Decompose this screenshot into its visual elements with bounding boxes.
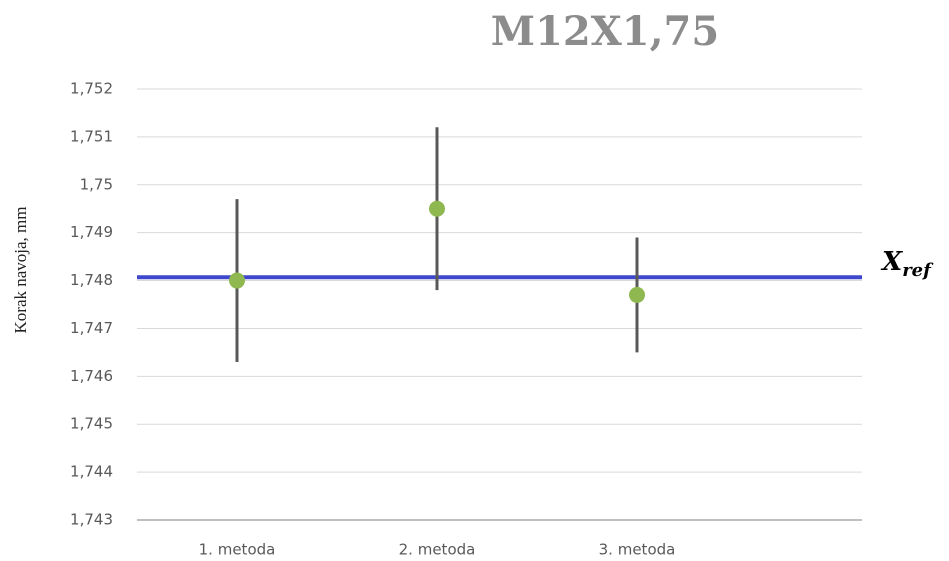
reference-label-sub: ref <box>902 260 934 281</box>
y-tick-label: 1,748 <box>70 271 113 289</box>
data-point <box>229 272 245 289</box>
reference-label: Xref <box>880 247 934 281</box>
data-point <box>429 200 445 217</box>
y-tick-label: 1,75 <box>80 175 113 193</box>
y-tick-label: 1,745 <box>70 415 113 433</box>
y-tick-label: 1,746 <box>70 367 113 385</box>
x-tick-label: 3. metoda <box>599 541 676 559</box>
data-point <box>629 286 645 303</box>
y-tick-label: 1,749 <box>70 223 113 241</box>
y-tick-label: 1,747 <box>70 319 113 337</box>
y-axis-label: Korak navoja, mm <box>11 207 30 334</box>
x-tick-label: 1. metoda <box>199 541 276 559</box>
x-tick-label: 2. metoda <box>399 541 476 559</box>
y-tick-label: 1,751 <box>70 127 113 145</box>
y-tick-label: 1,744 <box>70 463 113 481</box>
y-tick-label: 1,752 <box>70 80 113 98</box>
reference-label-main: X <box>880 247 904 277</box>
chart-title: M12X1,75 <box>491 8 719 55</box>
y-tick-label: 1,743 <box>70 511 113 529</box>
